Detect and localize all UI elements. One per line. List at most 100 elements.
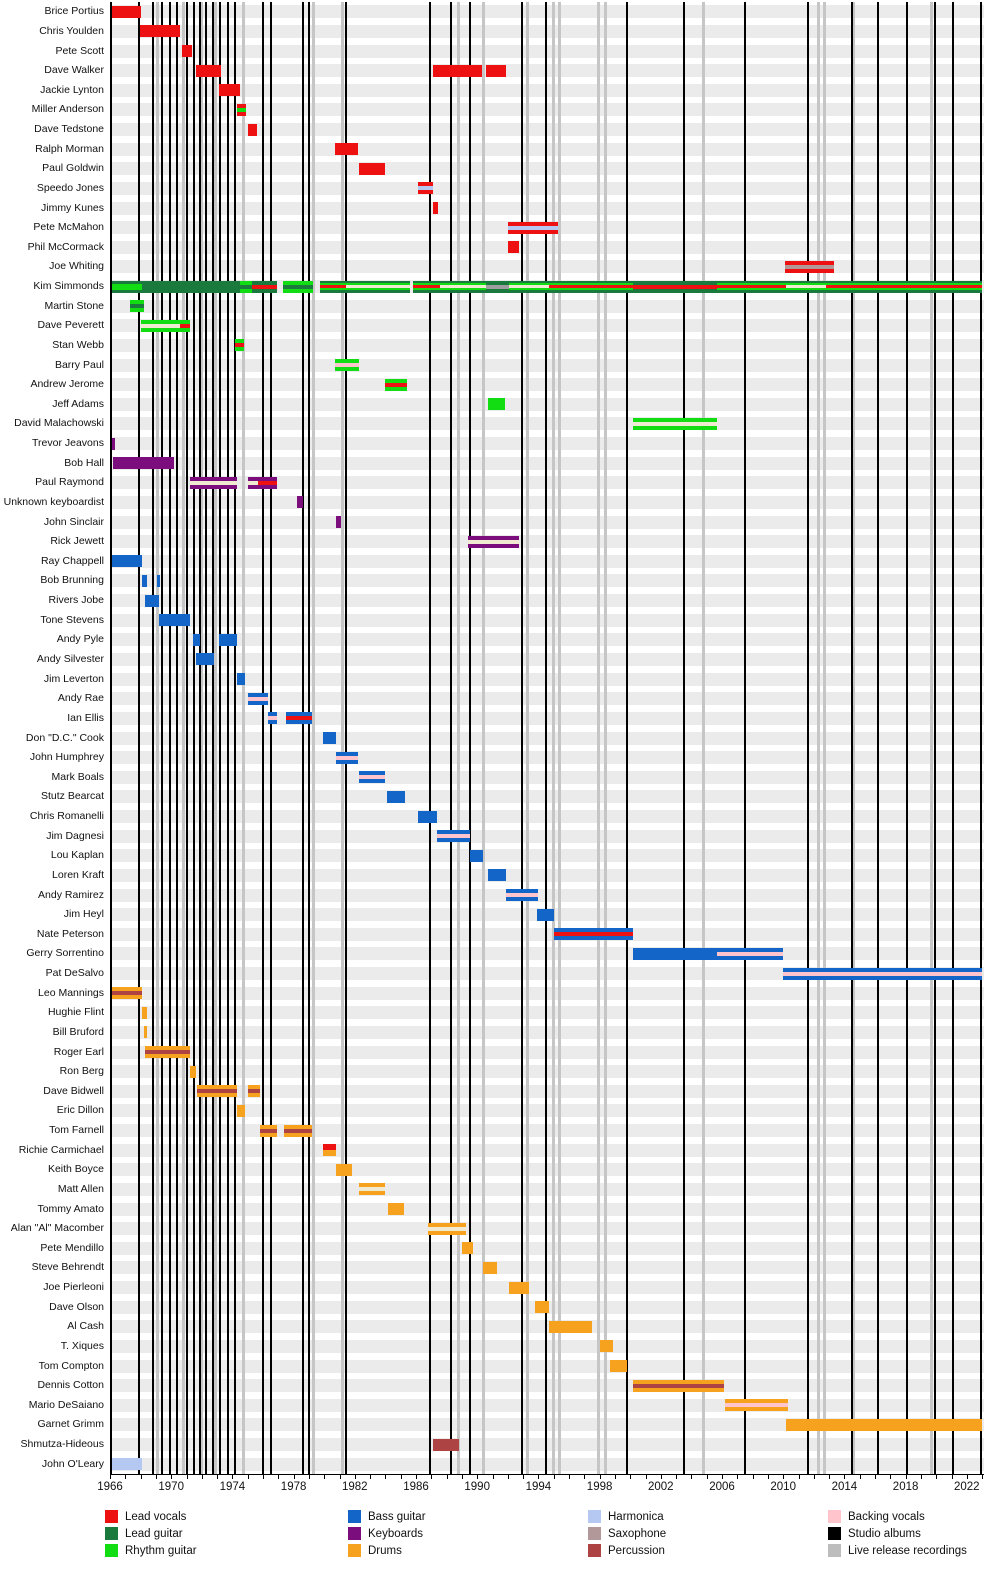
studio-album-line bbox=[520, 2, 523, 1474]
member-name: Mario DeSaiano bbox=[28, 1398, 104, 1411]
role-layer-rg bbox=[282, 280, 314, 285]
role-layer-dr bbox=[359, 1191, 386, 1196]
member-tenure-bar bbox=[110, 5, 141, 18]
role-layer-bg bbox=[247, 700, 268, 705]
role-layer-bv bbox=[334, 363, 360, 368]
member-name: Mark Boals bbox=[51, 770, 104, 783]
role-layer-rg bbox=[412, 287, 441, 291]
member-name: Andy Ramirez bbox=[38, 888, 104, 901]
studio-album-line bbox=[806, 2, 809, 1474]
studio-album-line bbox=[545, 2, 548, 1474]
role-layer-rg bbox=[110, 286, 143, 290]
studio-album-line bbox=[877, 2, 880, 1474]
member-name: Tone Stevens bbox=[40, 613, 104, 626]
x-axis-tick-label: 2010 bbox=[770, 1481, 796, 1493]
role-layer-perc bbox=[284, 1128, 312, 1133]
member-tenure-bar bbox=[633, 1379, 724, 1392]
x-axis-tick bbox=[951, 1475, 953, 1479]
member-name: Paul Goldwin bbox=[42, 162, 104, 175]
role-layer-lg bbox=[509, 290, 550, 293]
role-layer-dr bbox=[461, 1242, 473, 1255]
role-layer-key bbox=[468, 543, 519, 548]
role-layer-rg bbox=[180, 319, 191, 324]
role-layer-bg bbox=[437, 830, 470, 835]
live-release-line bbox=[930, 2, 934, 1474]
member-tenure-bar bbox=[195, 64, 221, 77]
member-name: Andy Pyle bbox=[56, 633, 104, 646]
x-axis-tick bbox=[370, 1475, 372, 1479]
member-name: Bill Bruford bbox=[52, 1025, 104, 1038]
member-tenure-bar bbox=[507, 221, 559, 234]
role-layer-rg bbox=[235, 339, 244, 344]
member-name: Rick Jewett bbox=[50, 535, 104, 548]
role-layer-bg bbox=[336, 759, 358, 764]
member-tenure-bar bbox=[783, 967, 983, 980]
studio-album-line bbox=[906, 2, 909, 1474]
member-tenure-bar bbox=[509, 1281, 530, 1294]
studio-album-line bbox=[269, 2, 272, 1474]
x-axis-tick bbox=[706, 1475, 708, 1479]
x-axis-tick bbox=[125, 1475, 127, 1479]
studio-album-line bbox=[161, 2, 164, 1474]
role-layer-bg bbox=[536, 908, 554, 921]
member-tenure-bar bbox=[553, 928, 634, 941]
legend-item-lead-vocals: Lead vocals bbox=[105, 1510, 186, 1523]
member-tenure-bar bbox=[240, 280, 253, 293]
role-layer-rg bbox=[240, 280, 253, 285]
role-layer-key bbox=[110, 437, 115, 450]
studio-album-line bbox=[219, 2, 222, 1474]
role-layer-bg bbox=[783, 967, 983, 972]
role-layer-lv bbox=[784, 260, 834, 265]
role-layer-lg bbox=[319, 280, 346, 283]
member-tenure-bar bbox=[359, 1183, 386, 1196]
member-name: Leo Mannings bbox=[38, 986, 104, 999]
member-name: Don "D.C." Cook bbox=[25, 731, 104, 744]
member-name: Trevor Jeavons bbox=[32, 437, 104, 450]
member-tenure-bar bbox=[437, 830, 470, 843]
member-tenure-bar bbox=[110, 280, 143, 293]
role-layer-dr bbox=[535, 1301, 550, 1314]
role-layer-perc bbox=[247, 1089, 260, 1094]
member-tenure-bar bbox=[195, 653, 215, 666]
member-tenure-bar bbox=[236, 673, 245, 686]
legend-label: Lead guitar bbox=[125, 1527, 183, 1540]
x-axis-tick bbox=[492, 1475, 494, 1479]
role-layer-lg bbox=[142, 280, 241, 293]
role-layer-lv bbox=[334, 143, 358, 156]
member-name: Chris Romanelli bbox=[29, 810, 104, 822]
role-layer-lv bbox=[507, 241, 519, 254]
member-tenure-bar bbox=[786, 1418, 983, 1431]
role-layer-bg bbox=[157, 574, 161, 587]
x-axis-tick bbox=[416, 1475, 417, 1479]
member-tenure-bar bbox=[322, 1144, 337, 1157]
x-axis-tick-label: 1970 bbox=[158, 1481, 184, 1493]
role-layer-dr bbox=[111, 987, 143, 992]
x-axis-tick bbox=[293, 1475, 295, 1479]
member-tenure-bar bbox=[483, 1261, 498, 1274]
member-name: Martin Stone bbox=[44, 299, 104, 312]
role-layer-dr bbox=[633, 1379, 724, 1384]
role-layer-bg bbox=[417, 810, 438, 823]
role-layer-dr bbox=[428, 1222, 467, 1227]
role-layer-bg bbox=[553, 936, 634, 941]
role-layer-dr bbox=[190, 1065, 196, 1078]
legend-item-bass-guitar: Bass guitar bbox=[348, 1510, 426, 1523]
role-layer-rg bbox=[240, 288, 253, 293]
role-layer-rg bbox=[110, 283, 143, 287]
legend-swatch bbox=[105, 1510, 118, 1523]
legend-swatch bbox=[588, 1544, 601, 1557]
x-axis-tick bbox=[324, 1475, 326, 1479]
role-layer-lg bbox=[633, 288, 718, 293]
member-name: Pat DeSalvo bbox=[45, 967, 104, 980]
role-layer-rg bbox=[129, 300, 144, 305]
role-layer-dr bbox=[428, 1230, 467, 1235]
member-name: John Sinclair bbox=[43, 515, 104, 528]
role-layer-bg bbox=[359, 779, 386, 784]
role-layer-perc bbox=[259, 1128, 277, 1133]
legend-label: Harmonica bbox=[608, 1510, 664, 1523]
x-axis-tick-label: 2022 bbox=[954, 1481, 980, 1493]
member-tenure-bar bbox=[111, 987, 143, 1000]
studio-album-line bbox=[979, 2, 982, 1474]
role-layer-lg bbox=[486, 280, 510, 285]
x-axis-tick bbox=[936, 1475, 938, 1479]
